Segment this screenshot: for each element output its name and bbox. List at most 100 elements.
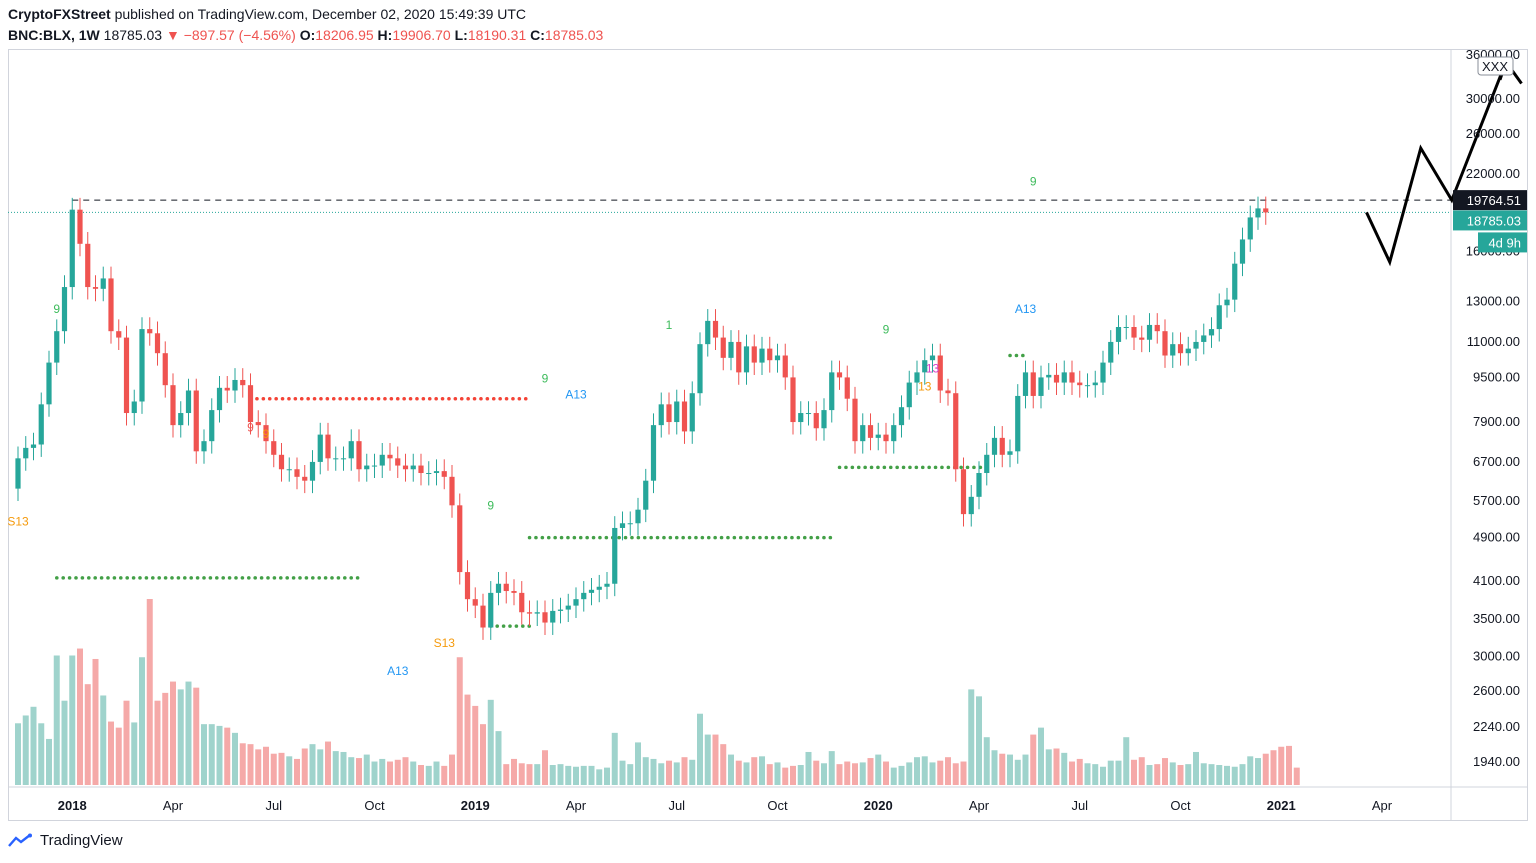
candle bbox=[906, 370, 912, 420]
volume-bar bbox=[766, 764, 773, 785]
volume-bar bbox=[1262, 753, 1269, 785]
tradingview-logo[interactable]: TradingView bbox=[8, 832, 123, 849]
last-price-tag-bg bbox=[1453, 210, 1527, 231]
candle-body bbox=[681, 401, 688, 432]
candle bbox=[999, 426, 1005, 468]
candle bbox=[1185, 336, 1191, 366]
candle-body bbox=[1139, 337, 1145, 340]
candle-body bbox=[728, 341, 734, 358]
candle-body bbox=[201, 441, 207, 452]
volume-bar bbox=[456, 657, 463, 785]
volume-bar bbox=[92, 658, 99, 785]
volume-bar bbox=[1185, 764, 1192, 785]
candle-body bbox=[464, 572, 471, 600]
time-tick-label: Apr bbox=[969, 798, 990, 813]
price-tick-label: 7900.00 bbox=[1473, 414, 1520, 429]
candle bbox=[953, 381, 959, 482]
candle-body bbox=[1232, 263, 1238, 300]
candle bbox=[914, 360, 920, 395]
volume-bar bbox=[1247, 756, 1254, 785]
volume-bar bbox=[325, 741, 331, 785]
volume-bar bbox=[487, 699, 494, 785]
volume-bar bbox=[735, 760, 742, 785]
candle bbox=[573, 587, 579, 619]
candle-body bbox=[774, 355, 781, 361]
volume-bar bbox=[557, 764, 564, 785]
volume-bar bbox=[797, 765, 804, 785]
candle-body bbox=[666, 404, 672, 423]
td-sequential-label: 9 bbox=[542, 372, 549, 386]
volume-bar bbox=[294, 758, 300, 785]
candle-body bbox=[922, 360, 928, 373]
candle-body bbox=[1022, 372, 1029, 396]
candle-body bbox=[193, 390, 199, 452]
candle bbox=[139, 317, 145, 414]
price-tick-label: 1940.00 bbox=[1473, 754, 1520, 769]
candle-body bbox=[720, 337, 726, 358]
candle bbox=[596, 574, 602, 603]
volume-bar bbox=[1131, 759, 1137, 785]
price-tick-label: 5700.00 bbox=[1473, 493, 1520, 508]
candle bbox=[666, 392, 672, 435]
candle-body bbox=[697, 344, 703, 394]
candle bbox=[1193, 330, 1199, 362]
candle bbox=[247, 373, 254, 435]
volume-bar bbox=[697, 713, 703, 785]
candle bbox=[495, 571, 502, 606]
candle-body bbox=[1185, 348, 1191, 354]
candle-body bbox=[805, 413, 812, 415]
candle bbox=[286, 457, 292, 482]
volume-bar bbox=[1208, 764, 1215, 785]
candle bbox=[720, 325, 726, 371]
candle-body bbox=[1208, 329, 1215, 336]
candle-body bbox=[1239, 239, 1246, 264]
candle-body bbox=[1092, 382, 1098, 386]
chart-frame[interactable]: S13 9 9 9 A13 S13 9 9 A13 1 9 13 13 A13 9 1940.00 2240.0… bbox=[7, 47, 1528, 821]
volume-bar bbox=[1115, 760, 1122, 785]
candle bbox=[116, 319, 122, 350]
candle-body bbox=[844, 377, 850, 399]
candle-body bbox=[1201, 335, 1207, 342]
candle-body bbox=[945, 390, 951, 394]
resistance-price-tag-bg bbox=[1453, 190, 1527, 211]
volume-bar bbox=[418, 765, 424, 785]
candle-body bbox=[767, 348, 773, 361]
candle-body bbox=[123, 337, 130, 414]
candle bbox=[387, 442, 393, 471]
candle bbox=[457, 493, 463, 585]
candle bbox=[976, 461, 982, 510]
candle-body bbox=[247, 385, 254, 423]
publisher-name[interactable]: CryptoFXStreet bbox=[8, 6, 111, 22]
candle bbox=[619, 511, 626, 541]
volume-bar bbox=[898, 765, 905, 785]
candle-body bbox=[782, 355, 788, 378]
volume-bar bbox=[46, 738, 52, 785]
volume-bar bbox=[332, 751, 339, 785]
candle-body bbox=[929, 355, 936, 361]
volume-bar bbox=[859, 762, 866, 785]
candle-body bbox=[480, 605, 486, 628]
volume-bar bbox=[61, 700, 68, 785]
time-tick-label: Jul bbox=[265, 798, 282, 813]
candle-body bbox=[643, 480, 649, 510]
candle-body bbox=[356, 441, 362, 470]
candle-body bbox=[960, 469, 967, 515]
candle-body bbox=[503, 583, 509, 592]
candle bbox=[1053, 363, 1060, 395]
candle bbox=[852, 386, 858, 454]
candle bbox=[542, 600, 548, 635]
candle bbox=[743, 334, 750, 385]
volume-bar bbox=[162, 692, 169, 785]
candle bbox=[170, 373, 176, 438]
candle bbox=[418, 453, 424, 486]
td-sequential-label: S13 bbox=[8, 515, 29, 529]
price-change: ▼ −897.57 (−4.56%) bbox=[165, 27, 296, 43]
candle-body bbox=[999, 437, 1005, 455]
candle-body bbox=[410, 465, 416, 470]
candle-body bbox=[302, 476, 308, 481]
candle bbox=[1201, 323, 1207, 355]
candle-body bbox=[891, 425, 897, 442]
volume-bar bbox=[1216, 765, 1223, 785]
volume-bar bbox=[821, 763, 827, 785]
